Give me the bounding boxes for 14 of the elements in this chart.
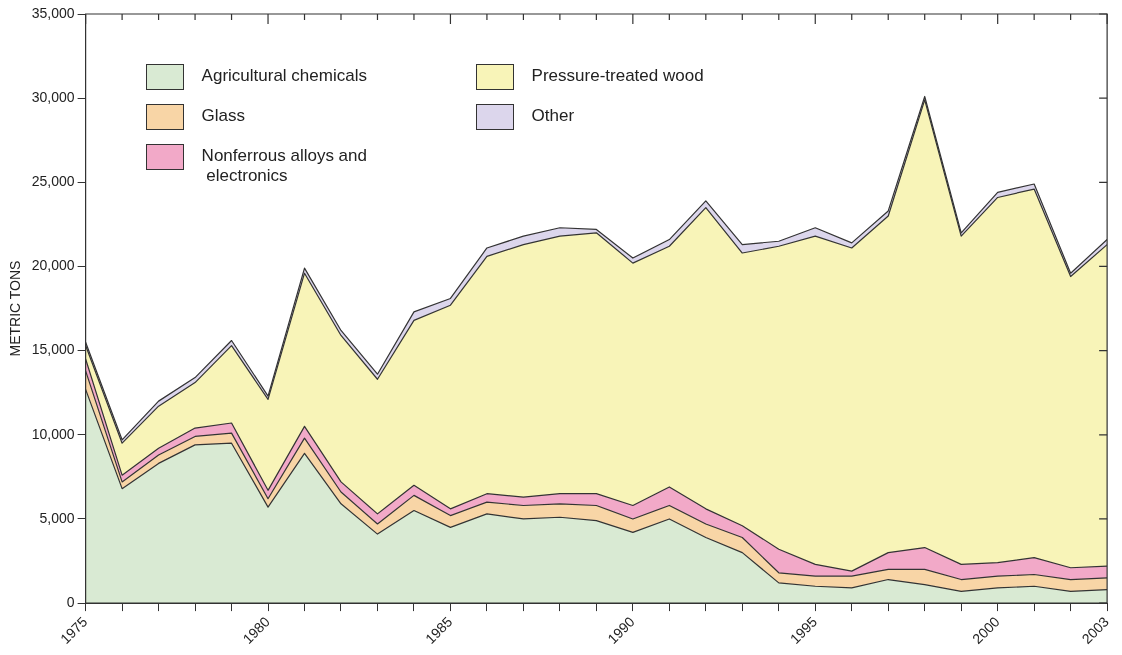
y-tick-label: 30,000 [31,89,75,106]
y-axis-title: METRIC TONS [7,260,24,357]
legend-label: Glass [201,105,246,126]
y-tick-label: 0 [66,593,75,610]
y-tick-label: 10,000 [31,425,75,442]
legend-label: Other [531,105,575,126]
y-tick-label: 20,000 [31,257,75,274]
y-tick-label: 15,000 [31,341,75,358]
legend-label: Agricultural chemicals [201,65,367,86]
y-tick-label: 5,000 [39,509,75,526]
legend-label: Pressure-treated wood [531,65,704,86]
y-tick-label: 35,000 [31,4,75,21]
y-tick-label: 25,000 [31,173,75,190]
legend-label: Nonferrous alloys and electronics [201,145,367,186]
